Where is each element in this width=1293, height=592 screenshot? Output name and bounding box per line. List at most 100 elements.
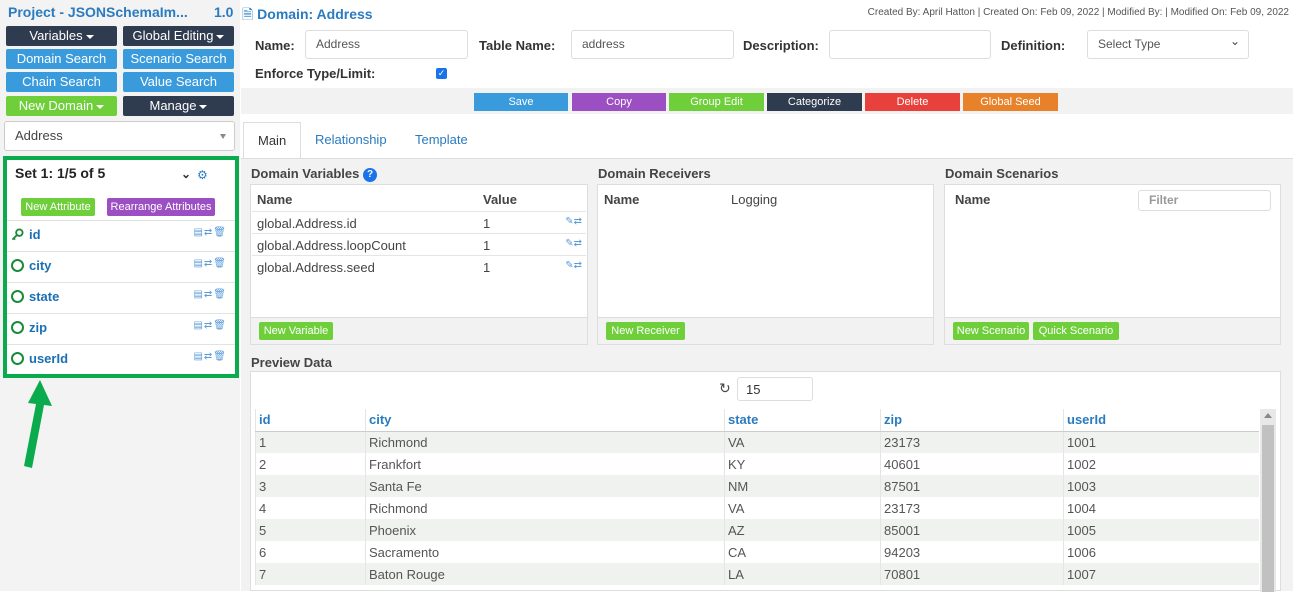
table-cell: Phoenix	[365, 519, 725, 541]
gears-icon[interactable]: ⚙	[197, 168, 208, 182]
table-name-input[interactable]: address	[571, 30, 734, 59]
table-row[interactable]: 7 Baton Rouge LA 70801 1007	[255, 563, 1259, 585]
scenario-search-button[interactable]: Scenario Search	[123, 49, 234, 69]
new-variable-button[interactable]: New Variable	[259, 322, 333, 340]
scroll-thumb[interactable]	[1262, 425, 1274, 592]
table-row[interactable]: 1 Richmond VA 23173 1001	[255, 431, 1259, 453]
caret-down-icon	[85, 34, 94, 39]
refresh-icon[interactable]: ↻	[719, 380, 731, 396]
save-button[interactable]: Save	[474, 93, 568, 111]
column-header[interactable]: id	[255, 409, 366, 432]
scenario-filter-input[interactable]: Filter	[1138, 190, 1271, 211]
help-icon[interactable]: ?	[363, 168, 378, 182]
table-cell: Richmond	[365, 431, 725, 453]
table-row[interactable]: 5 Phoenix AZ 85001 1005	[255, 519, 1259, 541]
copy-button[interactable]: Copy	[572, 93, 666, 111]
attribute-row-city[interactable]: city ▤⇄🗑	[7, 251, 235, 282]
tab-relationship[interactable]: Relationship	[315, 132, 387, 147]
column-header[interactable]: state	[724, 409, 881, 432]
group-edit-button[interactable]: Group Edit	[669, 93, 764, 111]
table-scrollbar[interactable]	[1260, 409, 1276, 592]
manage-label: Manage	[149, 98, 197, 113]
tab-template[interactable]: Template	[415, 132, 468, 147]
action-bar: Save Copy Group Edit Categorize Delete G…	[241, 88, 1293, 114]
table-row[interactable]: 3 Santa Fe NM 87501 1003	[255, 475, 1259, 497]
domain-search-button[interactable]: Domain Search	[6, 49, 117, 69]
domain-select[interactable]: Address	[4, 121, 235, 151]
attribute-actions-icons[interactable]: ▤⇄🗑	[193, 320, 227, 331]
attribute-actions-icons[interactable]: ▤⇄🗑	[193, 351, 227, 362]
attribute-actions-icons[interactable]: ▤⇄🗑	[193, 227, 227, 238]
attribute-set-select[interactable]: Set 1: 1/5 of 5 ⌄	[15, 165, 191, 187]
attribute-row-id[interactable]: id ▤⇄🗑	[7, 220, 235, 251]
attribute-name[interactable]: userId	[29, 351, 69, 366]
table-row[interactable]: 4 Richmond VA 23173 1004	[255, 497, 1259, 519]
variable-row[interactable]: global.Address.id 1 ✎⇄	[252, 211, 586, 233]
quick-scenario-button[interactable]: Quick Scenario	[1033, 322, 1119, 340]
preview-count-input[interactable]: 15	[737, 377, 813, 401]
edit-icons[interactable]: ✎⇄	[565, 260, 582, 271]
table-cell: 23173	[880, 431, 1064, 453]
table-cell: VA	[724, 497, 881, 519]
edit-icons[interactable]: ✎⇄	[565, 216, 582, 227]
panel-footer: New Scenario Quick Scenario	[945, 317, 1280, 344]
table-cell: 87501	[880, 475, 1064, 497]
new-attribute-button[interactable]: New Attribute	[21, 198, 95, 216]
variable-row[interactable]: global.Address.seed 1 ✎⇄	[252, 255, 586, 277]
variable-name: global.Address.id	[257, 216, 357, 231]
value-search-button[interactable]: Value Search	[123, 72, 234, 92]
table-cell: CA	[724, 541, 881, 563]
attribute-row-zip[interactable]: zip ▤⇄🗑	[7, 313, 235, 344]
attribute-name[interactable]: zip	[29, 320, 48, 335]
chevron-down-icon: ⌄	[180, 167, 191, 181]
attribute-row-state[interactable]: state ▤⇄🗑	[7, 282, 235, 313]
project-version: 1.0	[214, 4, 234, 20]
table-cell: Sacramento	[365, 541, 725, 563]
attribute-actions-icons[interactable]: ▤⇄🗑	[193, 258, 227, 269]
categorize-button[interactable]: Categorize	[767, 93, 862, 111]
table-cell: 2	[255, 453, 366, 475]
variables-dropdown-button[interactable]: Variables	[6, 26, 117, 46]
table-cell: NM	[724, 475, 881, 497]
enforce-checkbox[interactable]: ✓	[436, 68, 447, 79]
attribute-name[interactable]: city	[29, 258, 52, 273]
table-cell: 40601	[880, 453, 1064, 475]
definition-label: Definition:	[1001, 38, 1066, 53]
lifebuoy-icon	[11, 259, 24, 272]
attribute-name[interactable]: state	[29, 289, 60, 304]
new-scenario-button[interactable]: New Scenario	[953, 322, 1029, 340]
manage-dropdown-button[interactable]: Manage	[123, 96, 234, 116]
column-header[interactable]: zip	[880, 409, 1064, 432]
table-cell: AZ	[724, 519, 881, 541]
definition-select[interactable]: Select Type ⌄	[1087, 30, 1249, 59]
new-domain-dropdown-button[interactable]: New Domain	[6, 96, 117, 116]
chevron-down-icon: ⌄	[1229, 34, 1240, 48]
attribute-row-userid[interactable]: userId ▤⇄🗑	[7, 344, 235, 375]
scroll-up-icon[interactable]	[1264, 413, 1272, 418]
table-header-row: id city state zip userId	[255, 409, 1259, 432]
variable-row[interactable]: global.Address.loopCount 1 ✎⇄	[252, 233, 586, 255]
tab-main[interactable]: Main	[243, 122, 302, 159]
column-header[interactable]: city	[365, 409, 725, 432]
description-input[interactable]	[829, 30, 991, 59]
attribute-name[interactable]: id	[29, 227, 41, 242]
column-header[interactable]: userId	[1063, 409, 1259, 432]
table-row[interactable]: 2 Frankfort KY 40601 1002	[255, 453, 1259, 475]
table-cell: 85001	[880, 519, 1064, 541]
domain-select-value: Address	[15, 128, 63, 143]
new-receiver-button[interactable]: New Receiver	[606, 322, 685, 340]
domain-form: Name: Address Table Name: address Descri…	[241, 25, 1293, 88]
name-input[interactable]: Address	[305, 30, 468, 59]
rearrange-attributes-button[interactable]: Rearrange Attributes	[107, 198, 215, 216]
delete-button[interactable]: Delete	[865, 93, 960, 111]
edit-icons[interactable]: ✎⇄	[565, 238, 582, 249]
global-editing-dropdown-button[interactable]: Global Editing	[123, 26, 234, 46]
attribute-actions-icons[interactable]: ▤⇄🗑	[193, 289, 227, 300]
green-arrow-annotation	[24, 380, 52, 468]
global-seed-button[interactable]: Global Seed	[963, 93, 1058, 111]
domain-receivers-title: Domain Receivers	[598, 166, 711, 181]
table-row[interactable]: 6 Sacramento CA 94203 1006	[255, 541, 1259, 563]
domain-scenarios-title: Domain Scenarios	[945, 166, 1059, 181]
project-title[interactable]: Project - JSONSchemaIm...	[8, 4, 188, 20]
chain-search-button[interactable]: Chain Search	[6, 72, 117, 92]
